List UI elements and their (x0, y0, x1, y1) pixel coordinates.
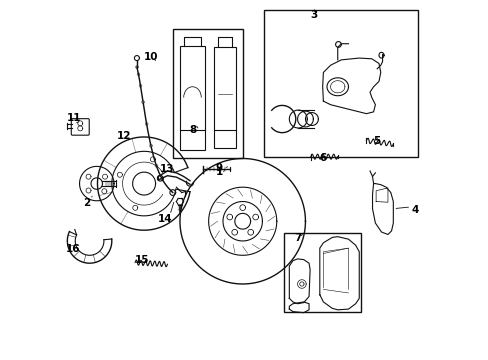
Text: 7: 7 (294, 233, 302, 243)
Text: 5: 5 (373, 136, 380, 146)
Text: 1: 1 (215, 167, 223, 177)
Bar (264, 10, 418, 157)
Bar (214, 47, 235, 148)
Text: 9: 9 (215, 163, 223, 173)
Text: 13: 13 (160, 163, 174, 174)
Text: 2: 2 (83, 198, 90, 208)
Text: 15: 15 (135, 255, 149, 265)
Bar (172, 30, 242, 158)
Bar (284, 233, 360, 312)
Text: 16: 16 (66, 244, 80, 254)
Text: 3: 3 (310, 10, 317, 20)
Text: 8: 8 (188, 125, 196, 135)
Text: 4: 4 (411, 206, 418, 216)
Text: 14: 14 (158, 214, 173, 224)
Text: 12: 12 (117, 131, 131, 141)
Bar (180, 45, 204, 149)
Text: 6: 6 (319, 153, 326, 163)
Text: 11: 11 (67, 113, 81, 123)
Text: 10: 10 (144, 52, 158, 62)
